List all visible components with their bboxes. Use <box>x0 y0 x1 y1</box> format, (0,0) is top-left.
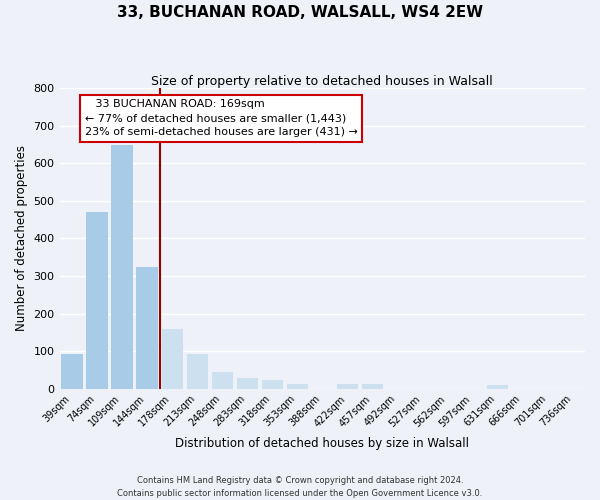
Text: Contains HM Land Registry data © Crown copyright and database right 2024.
Contai: Contains HM Land Registry data © Crown c… <box>118 476 482 498</box>
Bar <box>487 385 508 389</box>
Bar <box>86 212 108 389</box>
Bar <box>337 384 358 389</box>
Bar <box>236 378 258 389</box>
Bar <box>161 328 183 389</box>
Title: Size of property relative to detached houses in Walsall: Size of property relative to detached ho… <box>151 75 493 88</box>
Text: 33, BUCHANAN ROAD, WALSALL, WS4 2EW: 33, BUCHANAN ROAD, WALSALL, WS4 2EW <box>117 5 483 20</box>
Bar <box>287 384 308 389</box>
Bar <box>362 384 383 389</box>
Bar <box>112 145 133 389</box>
Bar <box>187 354 208 389</box>
Bar <box>136 266 158 389</box>
Text: 33 BUCHANAN ROAD: 169sqm
← 77% of detached houses are smaller (1,443)
23% of sem: 33 BUCHANAN ROAD: 169sqm ← 77% of detach… <box>85 100 358 138</box>
Bar <box>212 372 233 389</box>
X-axis label: Distribution of detached houses by size in Walsall: Distribution of detached houses by size … <box>175 437 469 450</box>
Bar <box>61 354 83 389</box>
Y-axis label: Number of detached properties: Number of detached properties <box>15 146 28 332</box>
Bar <box>262 380 283 389</box>
